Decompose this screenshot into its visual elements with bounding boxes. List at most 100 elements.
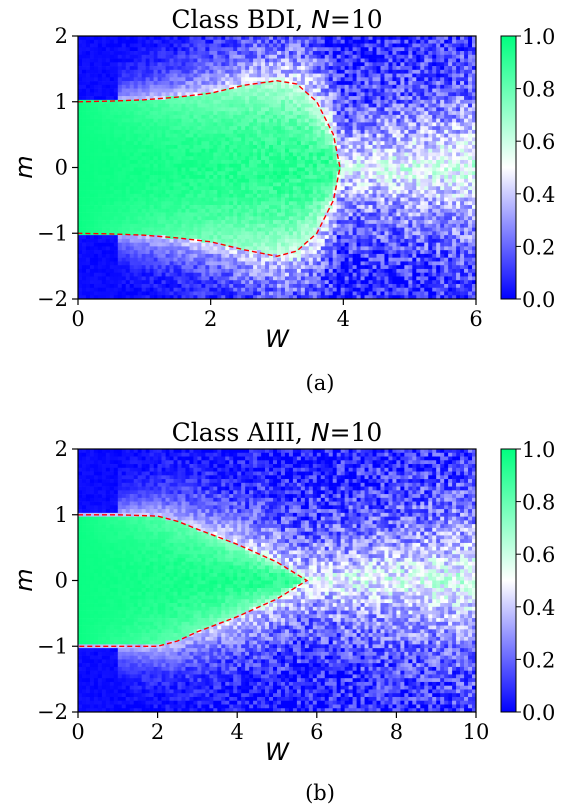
heatmap-cell <box>81 159 87 165</box>
heatmap-cell <box>193 268 198 273</box>
heatmap-cell <box>157 216 162 221</box>
heatmap-cell <box>201 193 206 198</box>
heatmap-cell <box>308 148 314 153</box>
heatmap-cell <box>233 283 238 289</box>
heatmap-cell <box>189 107 194 112</box>
heatmap-cell <box>241 111 246 116</box>
heatmap-cell <box>296 276 302 281</box>
heatmap-cell <box>197 141 202 146</box>
heatmap-cell <box>133 257 138 262</box>
heatmap-cell <box>93 96 99 101</box>
heatmap-cell <box>137 205 142 210</box>
heatmap-cell <box>141 205 146 210</box>
heatmap-cell <box>304 201 310 206</box>
heatmap-cell <box>273 103 278 108</box>
heatmap-cell <box>344 295 349 299</box>
heatmap-cell <box>257 141 262 146</box>
heatmap-cell <box>277 216 282 221</box>
heatmap-cell <box>81 280 87 285</box>
heatmap-cell <box>121 77 127 82</box>
heatmap-cell <box>181 216 186 221</box>
heatmap-cell <box>85 141 91 146</box>
heatmap-cell <box>332 126 337 131</box>
heatmap-cell <box>261 54 266 59</box>
heatmap-cell <box>320 257 326 262</box>
heatmap-cell <box>269 99 274 104</box>
heatmap-cell <box>173 47 178 52</box>
heatmap-cell <box>241 283 246 289</box>
heatmap-cell <box>280 133 286 138</box>
heatmap-cell <box>181 212 186 217</box>
heatmap-cell <box>161 190 166 195</box>
heatmap-cell <box>344 66 349 71</box>
heatmap-cell <box>121 99 127 104</box>
heatmap-cell <box>181 111 186 116</box>
heatmap-cell <box>332 268 337 273</box>
heatmap-cell <box>125 276 131 281</box>
heatmap-cell <box>81 111 87 116</box>
heatmap-cell <box>193 43 198 48</box>
heatmap-cell <box>344 171 349 176</box>
heatmap-cell <box>89 81 95 86</box>
heatmap-cell <box>269 69 274 74</box>
heatmap-cell <box>273 257 278 262</box>
heatmap-cell <box>193 171 198 176</box>
heatmap-cell <box>348 66 353 71</box>
heatmap-cell <box>89 92 95 97</box>
heatmap-cell <box>237 118 242 123</box>
heatmap-cell <box>277 96 282 101</box>
heatmap-cell <box>288 96 294 101</box>
heatmap-cell <box>109 208 115 213</box>
heatmap-cell <box>280 141 286 146</box>
heatmap-cell <box>193 36 198 41</box>
heatmap-cell <box>308 69 314 74</box>
heatmap-cell <box>332 152 337 157</box>
heatmap-cell <box>340 231 345 236</box>
heatmap-cell <box>265 272 270 277</box>
heatmap-cell <box>121 51 127 56</box>
heatmap-cell <box>356 261 361 266</box>
heatmap-cell <box>217 167 222 172</box>
heatmap-cell <box>308 133 314 138</box>
heatmap-cell <box>300 141 306 146</box>
heatmap-cell <box>288 295 294 299</box>
heatmap-cell <box>189 141 194 146</box>
heatmap-cell <box>245 144 250 150</box>
heatmap-cell <box>348 261 353 266</box>
heatmap-cell <box>261 126 266 131</box>
heatmap-cell <box>253 283 258 289</box>
heatmap-cell <box>165 47 170 52</box>
heatmap-cell <box>133 186 138 191</box>
heatmap-cell <box>300 246 306 251</box>
heatmap-cell <box>352 295 357 299</box>
heatmap-cell <box>209 231 214 236</box>
heatmap-cell <box>189 242 194 247</box>
heatmap-cell <box>157 54 162 59</box>
heatmap-cell <box>288 201 294 206</box>
heatmap-cell <box>237 182 242 187</box>
heatmap-cell <box>137 107 142 112</box>
heatmap-cell <box>284 231 290 236</box>
heatmap-cell <box>149 62 154 67</box>
heatmap-cell <box>109 43 115 48</box>
heatmap-cell <box>352 99 357 104</box>
heatmap-cell <box>253 103 258 108</box>
heatmap-cell <box>229 220 234 225</box>
heatmap-cell <box>117 167 123 172</box>
heatmap-cell <box>284 268 290 273</box>
heatmap-cell <box>78 66 83 71</box>
heatmap-cell <box>273 77 278 82</box>
heatmap-cell <box>121 43 127 48</box>
heatmap-cell <box>133 144 138 150</box>
heatmap-cell <box>340 268 345 273</box>
heatmap-cell <box>209 36 214 41</box>
heatmap-cell <box>113 129 119 134</box>
heatmap-cell <box>121 197 127 202</box>
heatmap-cell <box>284 96 290 101</box>
heatmap-cell <box>320 167 326 172</box>
heatmap-cell <box>304 167 310 172</box>
heatmap-cell <box>328 287 334 292</box>
heatmap-cell <box>153 287 158 292</box>
heatmap-cell <box>101 84 107 89</box>
heatmap-cell <box>257 208 262 213</box>
